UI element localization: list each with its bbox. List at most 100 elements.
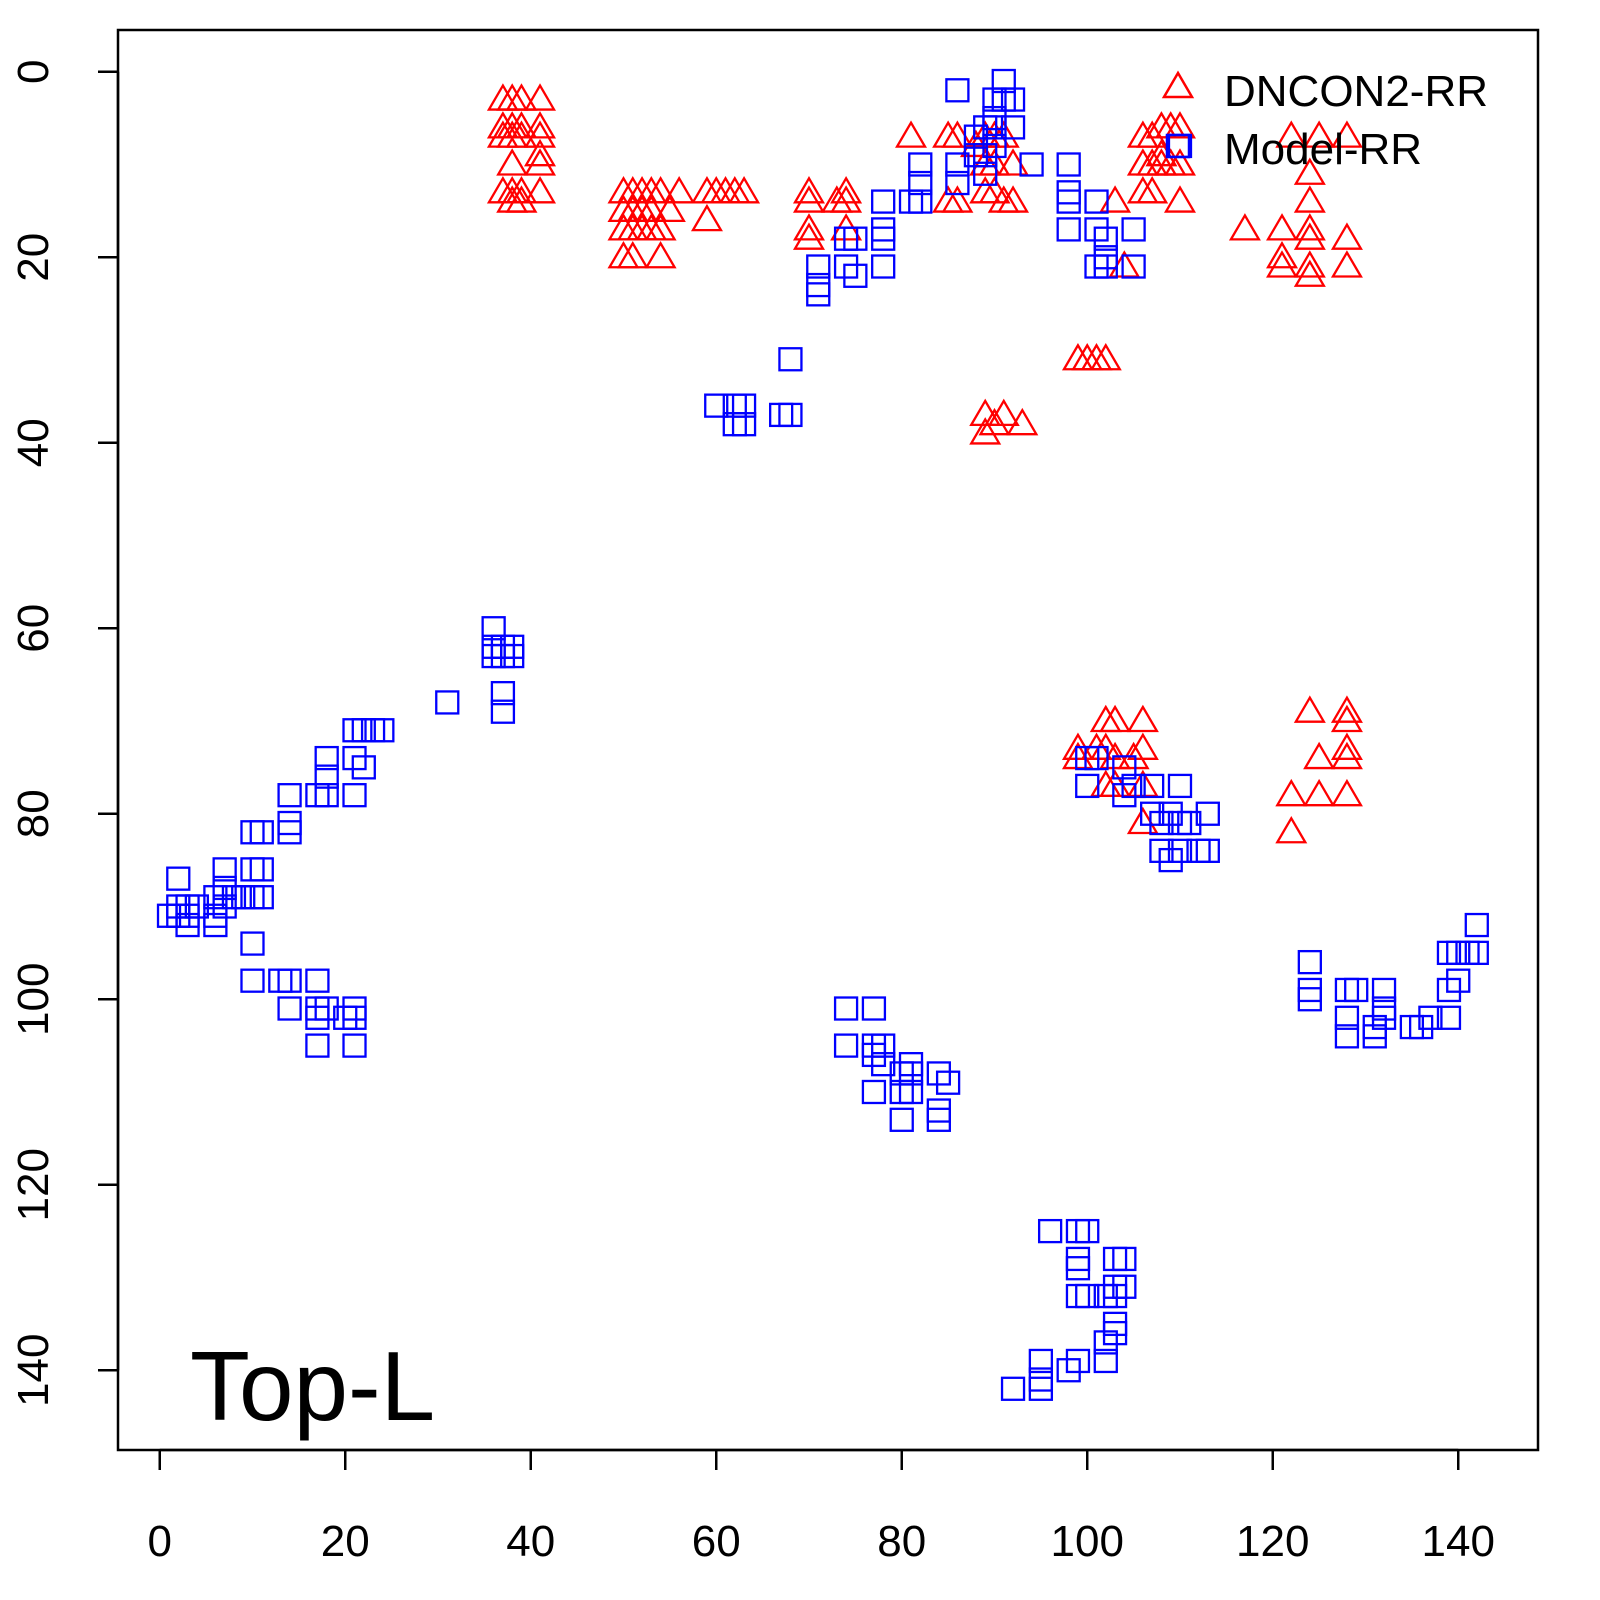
x-axis: 0 20 40 60 80 100 120 140 [147, 1448, 1495, 1566]
dncon2-rr-point [616, 213, 649, 241]
dncon2-rr-point [1136, 148, 1169, 176]
model-rr-point [1297, 949, 1322, 975]
dncon2-rr-point [496, 148, 529, 176]
dncon2-rr-point [663, 176, 696, 204]
x-tick-label: 80 [877, 1517, 926, 1566]
model-rr-point [926, 1107, 951, 1132]
model-rr-point [908, 170, 933, 196]
model-rr-point [1037, 1218, 1063, 1244]
model-rr-point [973, 115, 998, 140]
dncon2-rr-point [1163, 111, 1196, 139]
dncon2-rr-point [1266, 250, 1299, 278]
dncon2-rr-point [1330, 222, 1363, 250]
x-tick-label: 40 [506, 1517, 555, 1566]
model-rr-point [833, 254, 859, 279]
dncon2-rr-point [1303, 120, 1336, 148]
model-rr-point [500, 643, 525, 669]
dncon2-rr-point [616, 240, 649, 269]
model-rr-point [1371, 1005, 1397, 1030]
x-tick-label: 20 [321, 1517, 370, 1566]
model-rr-point [1065, 1283, 1091, 1309]
dncon2-rr-point [690, 176, 723, 204]
model-rr-point [1121, 773, 1146, 799]
model-rr-point [1167, 773, 1193, 799]
dncon2-rr-point [653, 194, 686, 223]
y-tick-label: 100 [9, 963, 58, 1036]
model-rr-point [1093, 254, 1118, 279]
dncon2-rr-point [644, 240, 677, 269]
model-rr-point [871, 217, 896, 242]
model-rr-point [277, 783, 302, 808]
dncon2-rr-point [1228, 213, 1261, 241]
model-rr-point [871, 254, 896, 279]
model-rr-point [314, 745, 339, 771]
model-rr-point [898, 1061, 924, 1086]
model-rr-point [212, 875, 237, 901]
dncon2-rr-point [1330, 695, 1363, 723]
model-rr-point [1084, 189, 1109, 214]
dncon2-rr-point [728, 176, 761, 204]
dncon2-rr-point [941, 185, 974, 213]
model-rr-point [1149, 838, 1174, 863]
model-rr-point [806, 254, 831, 279]
model-rr-point [1158, 847, 1183, 873]
model-rr-point [945, 170, 970, 196]
model-rr-point [871, 226, 896, 251]
dncon2-rr-point [635, 194, 668, 223]
model-rr-point [1149, 810, 1174, 836]
y-tick-label: 40 [9, 418, 58, 467]
dncon2-rr-point [1126, 732, 1159, 760]
model-rr-point [1112, 755, 1137, 780]
model-rr-point [898, 1052, 924, 1077]
dncon2-rr-point [690, 203, 723, 232]
model-rr-point [1065, 1256, 1091, 1281]
model-rr-point [982, 87, 1007, 112]
model-rr-point [1334, 977, 1360, 1003]
dncon2-rr-point [820, 185, 853, 213]
model-rr-point [908, 152, 933, 177]
legend-label-model: Model-RR [1224, 125, 1422, 174]
model-rr-point [1371, 977, 1397, 1003]
model-rr-point [806, 282, 831, 307]
model-rr-point [1297, 987, 1322, 1012]
model-rr-point [314, 996, 339, 1021]
model-rr-point [778, 402, 803, 428]
model-rr-point [908, 189, 933, 214]
dncon2-rr-point [792, 213, 825, 241]
model-rr-point [305, 1033, 330, 1058]
model-rr-point [277, 996, 302, 1021]
dncon2-rr-point [830, 185, 863, 213]
dncon2-rr-point [895, 120, 928, 148]
dncon2-rr-point [496, 185, 529, 213]
dncon2-rr-point [607, 240, 640, 269]
dncon2-rr-point [1126, 176, 1159, 204]
model-rr-point [249, 885, 274, 910]
dncon2-rr-point [1275, 120, 1308, 148]
dncon2-rr-point [505, 120, 538, 148]
model-rr-point [1056, 189, 1081, 214]
model-rr-point [1177, 810, 1202, 836]
model-rr-point [1112, 1246, 1137, 1272]
model-rr-point [843, 226, 868, 251]
model-rr-point [268, 968, 293, 993]
model-rr-point [314, 764, 339, 789]
model-rr-point [1140, 773, 1165, 799]
model-rr-point [342, 745, 367, 771]
model-rr-point [1464, 912, 1489, 938]
model-rr-point [1102, 1246, 1128, 1272]
dncon2-rr-point [932, 185, 965, 213]
plot-frame [116, 28, 1540, 1452]
model-rr-point [490, 681, 516, 706]
dncon2-rr-point [969, 176, 1002, 204]
dncon2-rr-point [1136, 176, 1169, 204]
dncon2-rr-point [709, 176, 742, 204]
model-rr-point [342, 1033, 367, 1058]
dncon2-rr-point [969, 417, 1002, 445]
panel-annotation: Top-L [190, 1331, 435, 1441]
model-rr-point [1102, 1320, 1128, 1346]
model-rr-point [1102, 1283, 1128, 1309]
dncon2-rr-point [1330, 732, 1363, 760]
y-tick-label: 120 [9, 1148, 58, 1221]
model-rr-point [342, 783, 367, 808]
